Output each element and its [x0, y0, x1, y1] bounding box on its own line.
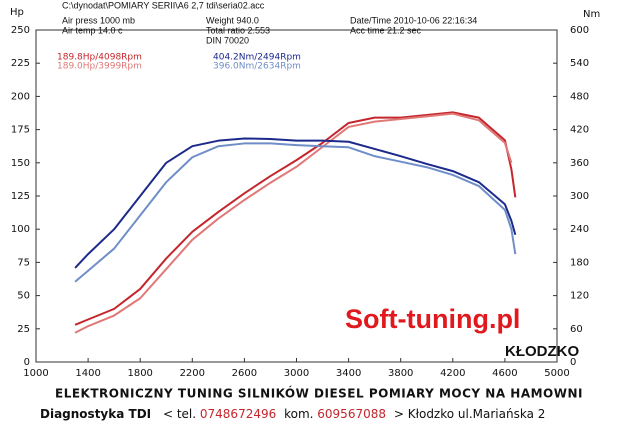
- header-line: Date/Time 2010-10-06 22:16:34: [350, 15, 477, 25]
- y2-tick-label: 60: [570, 324, 583, 335]
- y-tick-label: 0: [24, 357, 30, 368]
- header-line: DIN 70020: [206, 35, 249, 45]
- x-tick-label: 3800: [388, 368, 413, 379]
- y2-tick-label: 240: [570, 224, 589, 235]
- city: KŁODZKO: [505, 343, 579, 360]
- footer-part: > Kłodzko ul.Mariańska 2: [394, 407, 546, 421]
- header-line: Weight 940.0: [206, 15, 259, 25]
- legend-entry: 189.8Hp/4098Rpm: [57, 53, 142, 63]
- footer-title: ELEKTRONICZNY TUNING SILNIKÓW DIESEL POM…: [55, 386, 583, 401]
- header-line: Total ratio 2.553: [206, 25, 270, 35]
- footer-part: < tel.: [163, 407, 196, 421]
- y2-axis-label: Nm: [583, 9, 600, 20]
- series-line: [74, 137, 517, 269]
- y-tick-label: 250: [11, 25, 30, 36]
- x-tick-label: 1000: [23, 368, 48, 379]
- footer-contact: Diagnostyka TDI < tel. 0748672496 kom. 6…: [40, 407, 545, 421]
- y-tick-label: 125: [11, 191, 30, 202]
- x-tick-label: 4200: [440, 368, 465, 379]
- x-tick-label: 1800: [127, 368, 152, 379]
- footer-part: kom.: [284, 407, 313, 421]
- y-tick-label: 75: [17, 257, 30, 268]
- y2-tick-label: 120: [570, 291, 589, 302]
- y2-tick-label: 300: [570, 191, 589, 202]
- x-tick-label: 3000: [284, 368, 309, 379]
- y-tick-label: 175: [11, 125, 30, 136]
- x-tick-label: 5000: [544, 368, 569, 379]
- header-line: C:\dynodat\POMIARY SERII\A6 2,7 tdi\seri…: [62, 0, 265, 10]
- legend-entry: 189.0Hp/3999Rpm: [57, 62, 142, 72]
- y2-tick-label: 480: [570, 91, 589, 102]
- footer-part: 609567088: [317, 407, 386, 421]
- brand: Soft-tuning.pl: [345, 304, 520, 334]
- y-tick-label: 150: [11, 158, 30, 169]
- y-tick-label: 200: [11, 91, 30, 102]
- legend-entry: 404.2Nm/2494Rpm: [213, 53, 301, 63]
- y2-tick-label: 0: [570, 357, 576, 368]
- y2-tick-label: 360: [570, 158, 589, 169]
- footer-part: 0748672496: [200, 407, 276, 421]
- series-line: [74, 142, 517, 283]
- y-tick-label: 100: [11, 224, 30, 235]
- y-tick-label: 50: [17, 291, 30, 302]
- y-axis-label: Hp: [10, 7, 24, 18]
- x-tick-label: 1400: [75, 368, 100, 379]
- x-tick-label: 4600: [492, 368, 517, 379]
- y2-tick-label: 180: [570, 257, 589, 268]
- y2-tick-label: 600: [570, 25, 589, 36]
- y2-tick-label: 540: [570, 58, 589, 69]
- y-tick-label: 225: [11, 58, 30, 69]
- x-tick-label: 3400: [336, 368, 361, 379]
- header-line: Air temp 14.0 c: [62, 25, 123, 35]
- header-line: Acc time 21.2 sec: [350, 25, 422, 35]
- footer-part: Diagnostyka TDI: [40, 407, 151, 421]
- y-tick-label: 25: [17, 324, 30, 335]
- header-line: Air press 1000 mb: [62, 15, 135, 25]
- series-line: [74, 111, 517, 326]
- y2-tick-label: 420: [570, 125, 589, 136]
- legend-entry: 396.0Nm/2634Rpm: [213, 62, 301, 72]
- series-line: [74, 112, 513, 334]
- x-tick-label: 2200: [180, 368, 205, 379]
- x-tick-label: 2600: [232, 368, 257, 379]
